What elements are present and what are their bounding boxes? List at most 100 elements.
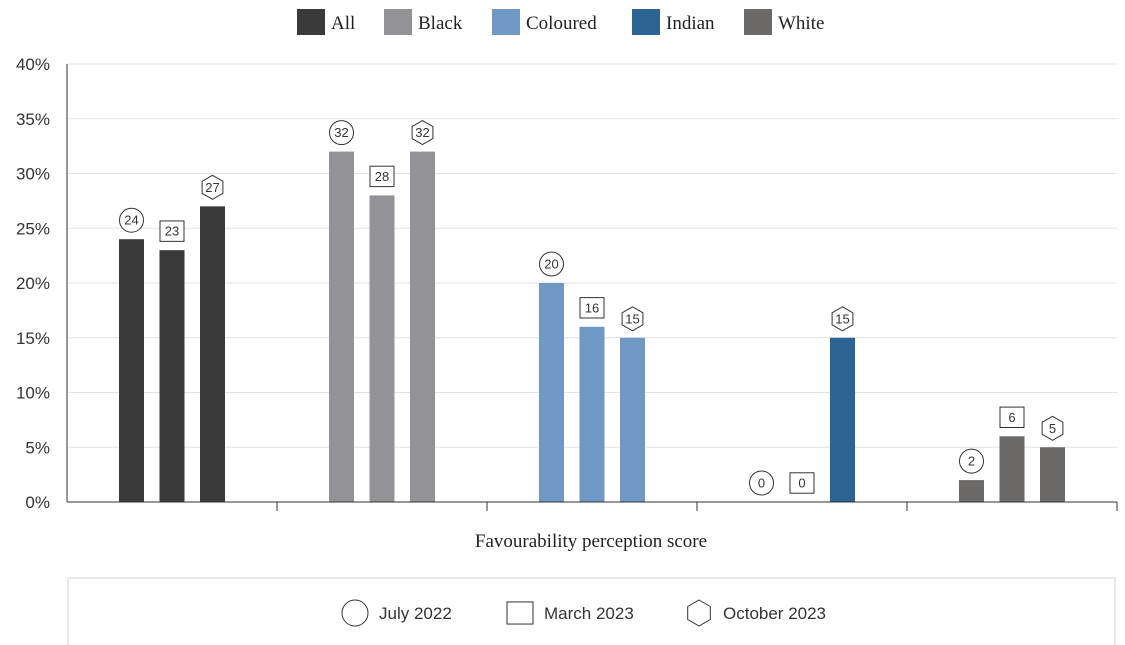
legend-item-all: All	[297, 9, 355, 35]
hexagon-marker-icon	[621, 306, 644, 332]
legend-item-indian: Indian	[632, 9, 715, 35]
data-label-value: 28	[375, 169, 389, 184]
bar-coloured-july-2022	[539, 283, 564, 502]
data-label-value: 24	[124, 213, 138, 228]
data-label-all-march-2023: 23	[159, 220, 185, 242]
data-label-value: 23	[165, 224, 179, 239]
y-tick-15: 15%	[16, 329, 50, 348]
legend-label-all: All	[331, 13, 355, 34]
data-label-coloured-october-2023: 15	[621, 306, 644, 332]
legend-swatch-coloured	[492, 9, 520, 35]
data-label-value: 5	[1049, 421, 1056, 436]
hexagon-marker-icon	[1041, 415, 1064, 441]
data-label-value: 16	[585, 300, 599, 315]
period-legend-box	[67, 577, 1116, 645]
bars	[119, 151, 1065, 502]
bar-white-march-2023	[999, 436, 1025, 502]
legend-label-white: White	[778, 13, 824, 34]
data-label-black-march-2023: 28	[369, 165, 395, 188]
y-tick-40: 40%	[16, 55, 50, 74]
hexagon-marker-icon	[411, 120, 434, 146]
data-label-value: 32	[334, 125, 348, 140]
y-tick-25: 25%	[16, 219, 50, 238]
hexagon-marker-icon	[201, 174, 224, 200]
bar-all-march-2023	[159, 250, 185, 502]
square-marker-icon	[579, 297, 605, 319]
legend-swatch-all	[297, 9, 325, 35]
circle-marker-icon	[539, 251, 564, 277]
data-label-indian-march-2023: 0	[789, 472, 815, 494]
data-label-value: 15	[835, 311, 849, 326]
legend-label-indian: Indian	[666, 13, 715, 34]
data-label-value: 15	[625, 311, 639, 326]
hexagon-marker-icon	[831, 306, 854, 332]
period-legend-label-july-2022: July 2022	[379, 604, 452, 623]
data-label-value: 32	[415, 125, 429, 140]
legend-item-black: Black	[384, 9, 463, 35]
y-tick-10: 10%	[16, 384, 50, 403]
data-label-white-october-2023: 5	[1041, 415, 1064, 441]
square-marker-icon	[159, 220, 185, 242]
period-legend-label-march-2023: March 2023	[544, 604, 634, 623]
bar-white-october-2023	[1040, 447, 1065, 502]
circle-marker-icon	[959, 448, 984, 474]
data-label-value: 0	[758, 476, 765, 491]
square-marker-icon	[789, 472, 815, 494]
bar-all-october-2023	[200, 206, 225, 502]
period-legend-item-july-2022: July 2022	[341, 599, 452, 627]
data-label-white-july-2022: 2	[959, 448, 984, 474]
period-legend: July 2022 March 2023 October 2023	[341, 599, 826, 627]
y-tick-5: 5%	[25, 438, 50, 457]
data-label-black-october-2023: 32	[411, 120, 434, 146]
data-label-white-march-2023: 6	[999, 406, 1025, 429]
data-label-all-october-2023: 27	[201, 174, 224, 200]
legend-label-coloured: Coloured	[526, 13, 597, 34]
data-label-coloured-july-2022: 20	[539, 251, 564, 277]
bar-black-october-2023	[410, 151, 435, 502]
period-legend-item-march-2023: March 2023	[506, 601, 634, 625]
bar-black-july-2022	[329, 151, 354, 502]
data-label-indian-october-2023: 15	[831, 306, 854, 332]
legend-label-black: Black	[418, 13, 463, 34]
bar-all-july-2022	[119, 239, 144, 502]
data-label-black-july-2022: 32	[329, 120, 354, 146]
group-legend: All Black Coloured Indian White	[297, 9, 824, 35]
data-label-value: 20	[544, 257, 558, 272]
legend-item-white: White	[744, 9, 824, 35]
bar-white-july-2022	[959, 480, 984, 502]
circle-marker-icon	[749, 470, 774, 496]
square-marker-icon	[999, 406, 1025, 429]
legend-swatch-black	[384, 9, 412, 35]
data-label-coloured-march-2023: 16	[579, 297, 605, 319]
data-label-value: 2	[968, 454, 975, 469]
legend-item-coloured: Coloured	[492, 9, 597, 35]
hexagon-icon	[687, 599, 711, 627]
y-tick-0: 0%	[25, 493, 50, 512]
data-label-value: 27	[205, 180, 219, 195]
period-legend-label-october-2023: October 2023	[723, 604, 826, 623]
period-legend-item-october-2023: October 2023	[687, 599, 826, 627]
bar-indian-october-2023	[830, 337, 855, 502]
legend-swatch-indian	[632, 9, 660, 35]
square-marker-icon	[369, 165, 395, 188]
circle-marker-icon	[329, 120, 354, 146]
data-labels: 24 23 27 32 28 32 20 16 15 0 0 15 2 6 5	[119, 120, 1064, 496]
bar-coloured-october-2023	[620, 337, 645, 502]
square-icon	[506, 601, 534, 625]
x-axis-label: Favourability perception score	[475, 531, 707, 552]
circle-icon	[341, 599, 369, 627]
bar-coloured-march-2023	[579, 326, 605, 502]
data-label-value: 0	[798, 476, 805, 491]
x-axis	[67, 501, 1118, 511]
data-label-indian-july-2022: 0	[749, 470, 774, 496]
y-tick-35: 35%	[16, 110, 50, 129]
data-label-value: 6	[1008, 410, 1015, 425]
data-label-all-july-2022: 24	[119, 207, 144, 233]
legend-swatch-white	[744, 9, 772, 35]
circle-marker-icon	[119, 207, 144, 233]
y-axis: 0% 5% 10% 15% 20% 25% 30% 35% 40%	[16, 55, 68, 512]
bar-black-march-2023	[369, 195, 395, 502]
y-tick-20: 20%	[16, 274, 50, 293]
y-tick-30: 30%	[16, 165, 50, 184]
